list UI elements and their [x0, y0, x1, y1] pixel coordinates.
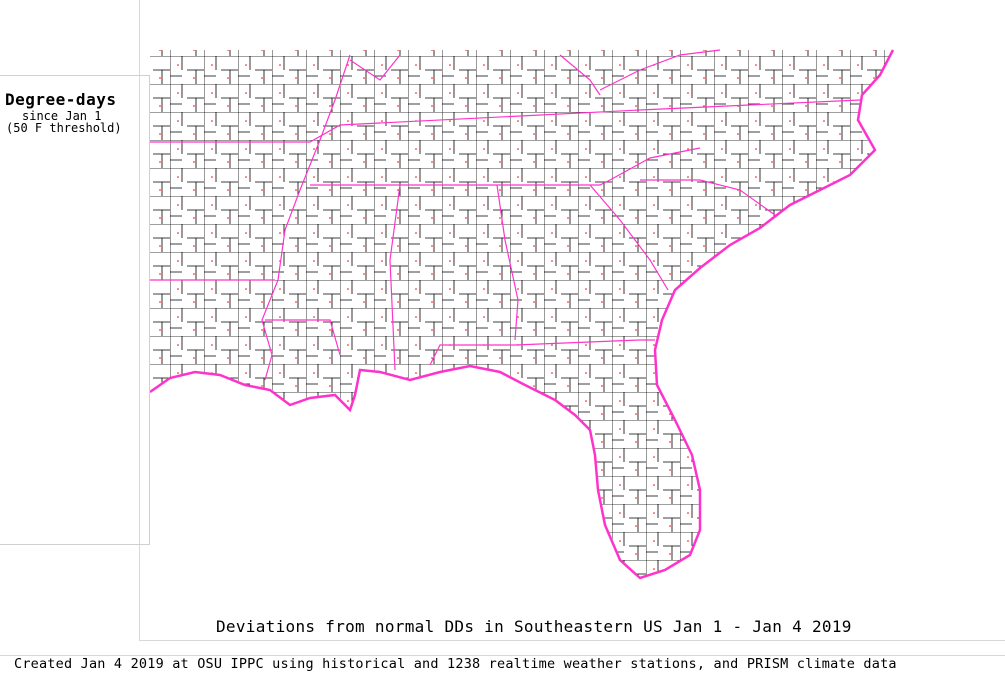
- border-ky-tn: [150, 99, 861, 143]
- border-ms-al: [389, 184, 401, 371]
- border-tn-south: [310, 147, 701, 186]
- credit-line: Created Jan 4 2019 at OSU IPPC using his…: [14, 656, 897, 672]
- state-borders: [150, 49, 861, 381]
- land-fill: [150, 50, 893, 578]
- frame-line-left: [139, 0, 140, 640]
- frame-line-footer: [0, 655, 1005, 656]
- border-il-ky: [349, 54, 401, 81]
- border-va-wv: [599, 49, 721, 91]
- border-al-ga: [496, 184, 519, 341]
- map-title: Deviations from normal DDs in Southeaste…: [216, 617, 852, 636]
- border-ga-sc: [589, 184, 669, 291]
- county-map: [149, 49, 895, 580]
- frame-line-bottom: [139, 640, 1005, 641]
- border-nc-sc: [640, 179, 776, 216]
- legend-panel: Degree-days since Jan 1 (50 F threshold): [0, 75, 150, 545]
- legend-subtitle: since Jan 1: [22, 109, 102, 123]
- border-fl-north: [429, 339, 655, 366]
- legend-threshold: (50 F threshold): [6, 121, 122, 135]
- border-ky-wv: [559, 54, 601, 96]
- border-la-ms: [265, 319, 341, 356]
- border-mississippi-river: [261, 54, 351, 381]
- coastline: [149, 49, 895, 580]
- legend-title: Degree-days: [5, 90, 117, 109]
